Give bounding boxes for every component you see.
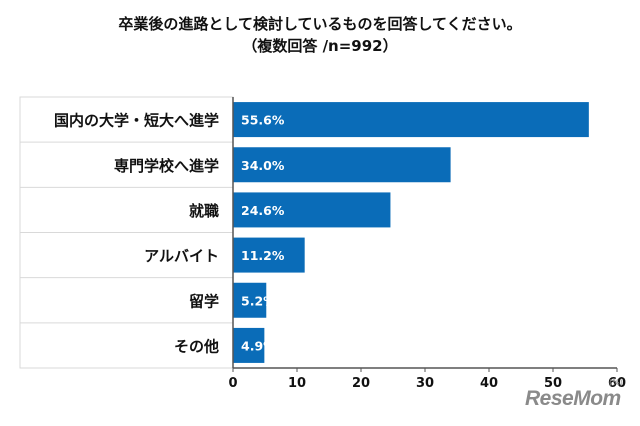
bar [233,327,265,363]
bar [233,192,391,228]
category-label: 就職 [189,202,219,220]
x-tick-label: 60 [608,376,626,391]
bar [233,237,305,273]
data-label: 55.6% [241,113,285,128]
data-label: 34.0% [241,158,285,173]
unit-label: (%) [609,378,623,387]
chart-title: 卒業後の進路として検討しているものを回答してください。 [118,15,522,33]
x-tick-label: 50 [544,376,562,391]
x-tick-label: 30 [416,376,434,391]
x-tick-label: 20 [352,376,370,391]
category-label: その他 [174,337,219,355]
x-tick-label: 0 [228,376,237,391]
x-tick-label: 40 [480,376,498,391]
category-label: 留学 [189,292,219,310]
data-label: 4.9% [241,338,276,353]
category-label: 専門学校へ進学 [114,157,219,175]
data-label: 24.6% [241,203,285,218]
bar [233,282,267,318]
data-label: 11.2% [241,248,285,263]
category-label: アルバイト [144,247,219,265]
bar [233,147,451,183]
chart-subtitle: （複数回答 /n=992） [242,37,398,55]
resemom-logo: ReseMom [525,387,621,410]
bar [233,102,589,138]
category-label: 国内の大学・短大へ進学 [54,112,219,130]
x-tick-label: 10 [288,376,306,391]
data-label: 5.2% [241,293,276,308]
